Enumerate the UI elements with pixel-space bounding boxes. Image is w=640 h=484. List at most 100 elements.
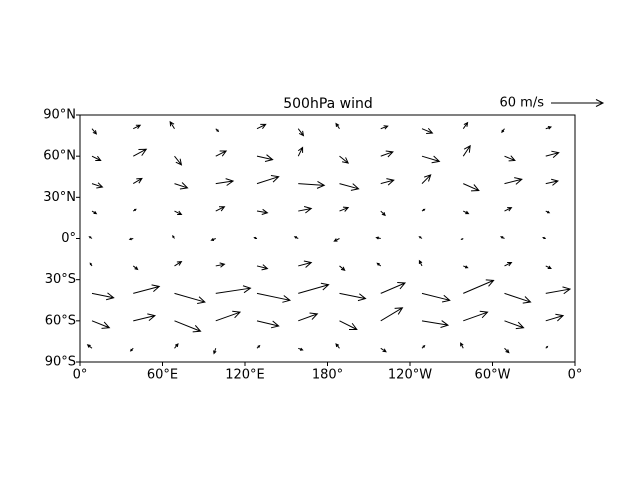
x-tick-label: 60°E [147, 368, 178, 383]
wind-arrow [256, 264, 269, 271]
wind-arrow [133, 124, 142, 130]
y-tick-label: 60°N [43, 149, 76, 164]
wind-arrow [91, 155, 102, 161]
map-title: 500hPa wind [283, 96, 373, 112]
wind-arrow [339, 155, 350, 164]
wind-arrow [169, 120, 175, 129]
wind-arrow [88, 236, 93, 239]
wind-arrow [375, 236, 381, 240]
wind-arrow [463, 210, 470, 215]
wind-arrow [421, 208, 426, 212]
wind-arrow [504, 292, 532, 304]
wind-arrow [91, 182, 104, 189]
wind-arrow [380, 282, 407, 294]
wind-arrow [504, 155, 516, 162]
wind-arrow [501, 128, 505, 134]
plot-frame [79, 114, 576, 363]
wind-arrow [380, 307, 404, 322]
key-label: 60 m/s [500, 96, 545, 111]
wind-arrow [339, 292, 367, 302]
wind-arrow [91, 128, 98, 135]
wind-arrow [504, 347, 510, 354]
wind-arrow [545, 210, 551, 214]
x-tick-label: 120°E [225, 368, 265, 383]
y-tick-label: 30°S [45, 272, 76, 287]
wind-arrow [504, 320, 525, 330]
wind-arrow [542, 236, 546, 240]
wind-arrow [210, 237, 216, 241]
wind-arrow [462, 144, 471, 157]
wind-arrow [339, 206, 350, 212]
wind-arrow [462, 121, 469, 130]
wind-arrow [174, 155, 183, 166]
wind-arrow [293, 236, 299, 239]
wind-arrow [298, 260, 313, 268]
wind-arrow [172, 234, 175, 239]
wind-arrow [421, 320, 450, 328]
wind-arrow [376, 262, 382, 267]
wind-arrow [256, 174, 280, 185]
wind-arrow [545, 150, 560, 159]
wind-arrow [128, 237, 134, 241]
wind-arrow [421, 292, 451, 303]
wind-arrow [133, 313, 157, 322]
wind-arrow [380, 347, 387, 353]
wind-arrow [380, 178, 395, 186]
wind-arrow [333, 238, 340, 242]
wind-arrow [421, 174, 432, 184]
y-tick-label: 90°S [45, 355, 76, 370]
wind-arrow [174, 292, 206, 304]
wind-arrow [504, 177, 523, 185]
y-tick-label: 30°N [43, 190, 76, 205]
wind-arrow [339, 265, 346, 271]
wind-arrow [463, 183, 480, 192]
wind-arrow [86, 344, 93, 349]
wind-arrow [335, 343, 340, 349]
wind-arrow [545, 265, 552, 270]
wind-arrow [380, 210, 386, 217]
wind-arrow [174, 343, 179, 349]
wind-arrow [174, 210, 183, 216]
wind-arrow [215, 285, 252, 294]
wind-arrow [215, 262, 226, 268]
wind-arrow [215, 128, 220, 133]
x-tick-label: 0° [73, 368, 88, 383]
wind-arrow [133, 148, 148, 157]
wind-arrow [463, 310, 489, 322]
wind-arrow [545, 345, 549, 349]
wind-arrow [298, 312, 319, 322]
wind-arrow [91, 320, 111, 329]
wind-arrow [545, 313, 565, 322]
wind-arrow [380, 150, 394, 158]
wind-arrow [500, 236, 505, 239]
wind-arrow [297, 146, 304, 157]
x-tick-label: 120°W [388, 368, 432, 383]
wind-arrow [463, 265, 469, 269]
y-tick-label: 0° [61, 231, 76, 246]
wind-arrow [460, 342, 464, 349]
wind-arrow [463, 279, 495, 294]
wind-arrow [215, 310, 242, 322]
wind-arrow [256, 208, 269, 215]
y-tick-label: 60°S [45, 313, 76, 328]
wind-arrow [91, 292, 115, 301]
wind-arrow [421, 155, 441, 164]
wind-arrow [256, 154, 274, 163]
wind-arrow [297, 128, 305, 137]
wind-arrow [215, 206, 226, 212]
wind-arrow [133, 284, 161, 294]
wind-arrow [215, 150, 228, 157]
wind-arrow [545, 178, 559, 186]
wind-arrow [298, 180, 326, 189]
wind-arrow [253, 236, 258, 240]
wind-arrow [298, 347, 304, 351]
x-tick-label: 0° [568, 368, 583, 383]
wind-arrow [545, 126, 553, 130]
wind-arrow [421, 344, 426, 349]
wind-arrow [132, 265, 139, 271]
wind-arrow [380, 125, 389, 130]
wind-arrow [460, 238, 464, 240]
wind-arrow [174, 182, 189, 190]
wind-arrow [91, 210, 98, 215]
wind-arrow [545, 286, 572, 295]
